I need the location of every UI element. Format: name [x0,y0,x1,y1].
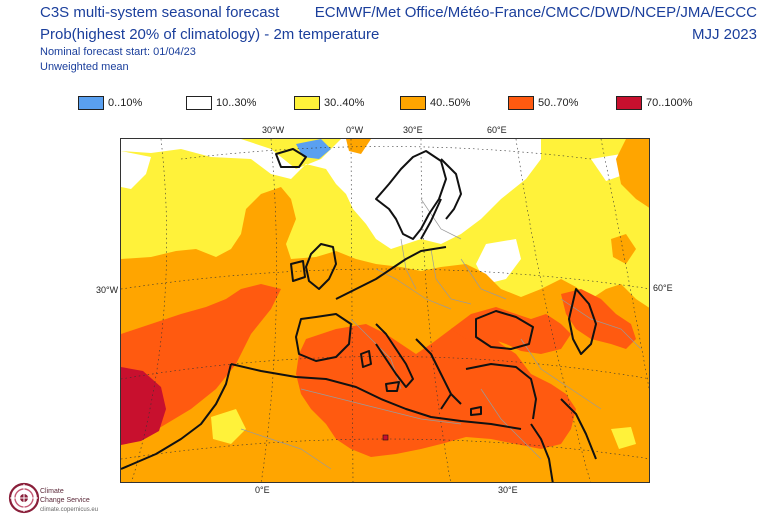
coastlines [121,148,597,482]
contributing-centres: ECMWF/Met Office/Météo-France/CMCC/DWD/N… [314,4,757,21]
axis-label-top: 30°E [403,125,423,135]
probability-area-0-10 [296,139,331,159]
probability-area-30-40 [611,427,636,449]
probability-area-50-70 [561,289,636,349]
legend-item: 10..30% [186,94,256,112]
legend-label: 10..30% [216,97,257,109]
legend-label: 40..50% [430,97,471,109]
probability-area-40-50 [611,234,636,264]
legend-swatch [616,96,642,110]
axis-label-left: 30°W [96,285,119,295]
forecast-map [120,138,650,483]
legend-item: 70..100% [616,94,692,112]
season-label: MJJ 2023 [691,26,757,43]
probability-area-40-50 [616,139,649,208]
probability-area-50-70 [296,319,576,457]
legend-swatch [294,96,320,110]
brand-url: climate.copernicus.eu [40,507,99,513]
axis-label-right: 60°E [653,283,673,293]
location-marker [382,434,389,441]
legend-swatch [400,96,426,110]
copernicus-brand: Climate Change Service [40,487,90,505]
map-title: C3S multi-system seasonal forecast [40,4,280,21]
legend: 0..10% 10..30% 30..40% 40..50% 50..70% 7… [78,94,718,112]
probability-area-10-30 [476,239,521,284]
legend-swatch [78,96,104,110]
map-subtitle: Prob(highest 20% of climatology) - 2m te… [40,26,380,43]
brand-line2: Change Service [40,497,90,504]
axis-label-bottom: 30°E [498,485,518,495]
brand-line1: Climate [40,488,64,495]
mean-type: Unweighted mean [40,61,129,73]
probability-area-50-70 [451,307,571,354]
legend-item: 30..40% [294,94,364,112]
legend-label: 70..100% [646,97,693,109]
forecast-start: Nominal forecast start: 01/04/23 [40,46,196,58]
copernicus-logo-icon [8,482,40,514]
legend-swatch [186,96,212,110]
legend-item: 40..50% [400,94,470,112]
legend-label: 50..70% [538,97,579,109]
axis-label-top: 0°W [346,125,364,135]
legend-item: 0..10% [78,94,142,112]
probability-area-70-100 [121,367,166,445]
axis-label-top: 30°W [262,125,285,135]
map-canvas [121,139,649,482]
legend-label: 30..40% [324,97,365,109]
axis-label-top: 60°E [487,125,507,135]
legend-item: 50..70% [508,94,578,112]
probability-area-40-50 [346,139,371,154]
legend-swatch [508,96,534,110]
legend-label: 0..10% [108,97,143,109]
probability-area-30-40 [211,409,246,444]
probability-area-10-30 [121,151,151,189]
axis-label-bottom: 0°E [255,485,270,495]
